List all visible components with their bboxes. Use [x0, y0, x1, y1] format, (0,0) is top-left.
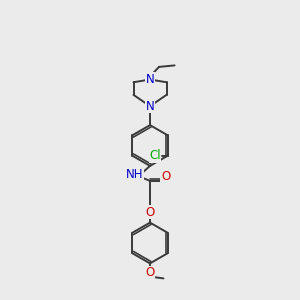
Text: O: O	[146, 266, 154, 280]
Text: N: N	[146, 100, 154, 113]
Text: O: O	[146, 206, 154, 219]
Text: Cl: Cl	[149, 149, 161, 162]
Text: O: O	[161, 170, 170, 184]
Text: N: N	[146, 73, 154, 86]
Text: NH: NH	[126, 168, 143, 181]
